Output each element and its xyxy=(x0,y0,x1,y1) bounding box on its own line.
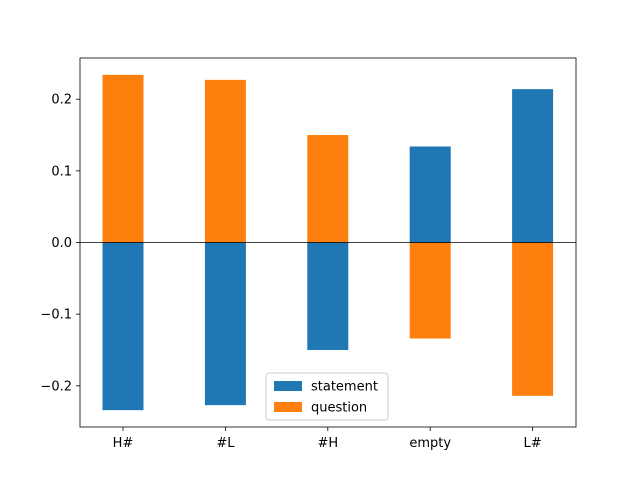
bar-question-0 xyxy=(102,74,144,243)
legend-label-statement: statement xyxy=(311,380,378,395)
y-tick-label-2: 0.0 xyxy=(51,236,72,251)
y-tick-label-4: 0.2 xyxy=(51,93,72,108)
bar-statement-1 xyxy=(204,242,246,406)
x-axis-ticks: H# #L #H empty L# xyxy=(113,427,542,451)
x-tick-label-4: L# xyxy=(524,436,542,451)
bar-question-2 xyxy=(307,135,349,243)
y-tick-label-3: 0.1 xyxy=(51,164,72,179)
bar-question-3 xyxy=(409,242,451,339)
x-tick-label-3: empty xyxy=(409,436,451,451)
y-axis-ticks: −0.2 −0.1 0.0 0.1 0.2 xyxy=(40,93,80,394)
x-tick-label-1: #L xyxy=(216,436,235,451)
bars-group xyxy=(102,74,554,411)
bar-statement-4 xyxy=(512,89,554,243)
bar-question-4 xyxy=(512,242,554,396)
x-tick-label-2: #H xyxy=(317,436,338,451)
plot-frame xyxy=(79,57,577,428)
bar-question-1 xyxy=(204,79,246,243)
legend: statement question xyxy=(265,372,389,421)
bar-statement-3 xyxy=(409,146,451,243)
bar-statement-0 xyxy=(102,242,144,411)
legend-swatch-statement xyxy=(274,381,302,391)
y-tick-label-1: −0.1 xyxy=(40,308,72,323)
legend-label-question: question xyxy=(311,401,367,416)
y-tick-label-0: −0.2 xyxy=(40,379,72,394)
legend-swatch-question xyxy=(274,402,302,412)
x-tick-label-0: H# xyxy=(113,436,134,451)
bar-statement-2 xyxy=(307,242,349,350)
